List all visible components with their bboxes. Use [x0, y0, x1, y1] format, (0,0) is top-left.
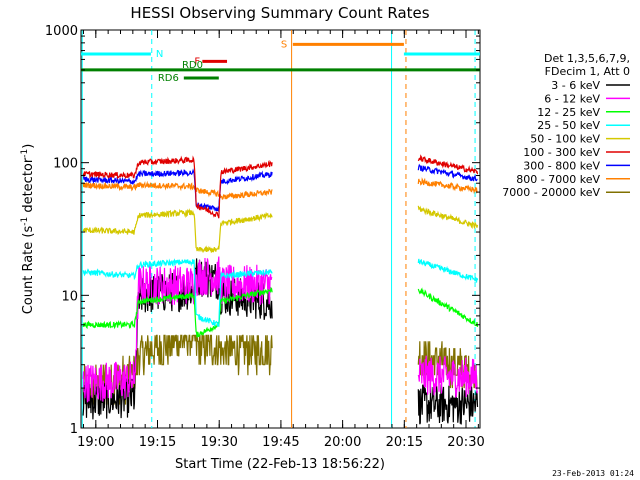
legend-label: 50 - 100 keV — [530, 133, 600, 146]
legend-label: 300 - 800 keV — [523, 159, 600, 172]
legend-label: 7000 - 20000 keV — [502, 186, 600, 199]
axes: 1 10 100 1000 19:00 19:15 19:30 19:45 20:00 20:15… — [45, 24, 485, 450]
legend-label: 12 - 25 keV — [537, 106, 600, 119]
series-line — [417, 258, 479, 283]
legend-label: 800 - 7000 keV — [516, 173, 600, 186]
series-50-100-kev — [82, 205, 479, 253]
x-tick-label: 19:15 — [139, 435, 176, 450]
y-axis-label-mid: detector — [21, 157, 36, 217]
series-6-12-kev — [82, 256, 479, 403]
flag-label-f: F — [194, 56, 200, 67]
series-layer — [82, 154, 479, 425]
y-axis-label-sup2: -1 — [20, 149, 30, 158]
series-line — [417, 384, 479, 425]
flag-label-s: S — [281, 39, 287, 50]
series-line — [82, 256, 273, 403]
y-tick-label: 1000 — [45, 24, 78, 39]
legend-header: FDecim 1, Att 0 — [545, 65, 630, 78]
x-tick-label: 19:30 — [200, 435, 237, 450]
y-axis-label: Count Rate (s-1 detector-1) — [20, 144, 36, 315]
legend-label: 3 - 6 keV — [551, 79, 600, 92]
series-12-25-kev — [82, 286, 479, 338]
footer-timestamp: 23-Feb-2013 01:24 — [552, 469, 634, 478]
legend-header: Det 1,3,5,6,7,9, — [544, 52, 630, 65]
legend-label: 25 - 50 keV — [537, 119, 600, 132]
series-line — [82, 286, 273, 338]
series-line — [417, 154, 479, 175]
flag-label-rd6: RD6 — [158, 73, 179, 84]
series-100-300-kev — [82, 154, 479, 219]
flag-label-rd0: RD0 — [182, 60, 203, 71]
series-line — [417, 163, 478, 182]
series-line — [82, 334, 273, 406]
series-line — [417, 205, 479, 230]
series-line — [417, 287, 479, 327]
y-tick-label: 1 — [70, 422, 78, 437]
x-tick-label: 20:00 — [324, 435, 361, 450]
series-line — [82, 180, 273, 200]
y-axis-label-end: ) — [21, 144, 36, 149]
vertical-markers — [81, 30, 476, 428]
x-tick-label: 19:45 — [262, 435, 299, 450]
y-axis-label-main: Count Rate (s — [21, 226, 36, 315]
y-tick-label: 100 — [53, 157, 78, 172]
x-tick-label: 19:00 — [77, 435, 114, 450]
series-800-7000-kev — [82, 177, 478, 200]
series-line — [82, 208, 273, 253]
x-tick-label: 20:30 — [447, 435, 484, 450]
legend: Det 1,3,5,6,7,9,FDecim 1, Att 03 - 6 keV… — [502, 52, 630, 199]
series-300-800-kev — [82, 163, 478, 212]
y-tick-label: 10 — [61, 289, 78, 304]
x-tick-label: 20:15 — [386, 435, 423, 450]
series-line — [82, 168, 273, 212]
series-line — [82, 258, 273, 328]
series-25-50-kev — [82, 258, 479, 328]
series-line — [417, 355, 479, 399]
chart-title: HESSI Observing Summary Count Rates — [130, 4, 429, 22]
flag-label-n: N — [156, 49, 163, 60]
series-line — [82, 155, 273, 219]
series-line — [417, 177, 478, 195]
y-axis-label-sup1: -1 — [20, 217, 30, 226]
x-axis-label: Start Time (22-Feb-13 18:56:22) — [175, 457, 385, 472]
legend-label: 100 - 300 keV — [523, 146, 600, 159]
legend-label: 6 - 12 keV — [544, 92, 600, 105]
